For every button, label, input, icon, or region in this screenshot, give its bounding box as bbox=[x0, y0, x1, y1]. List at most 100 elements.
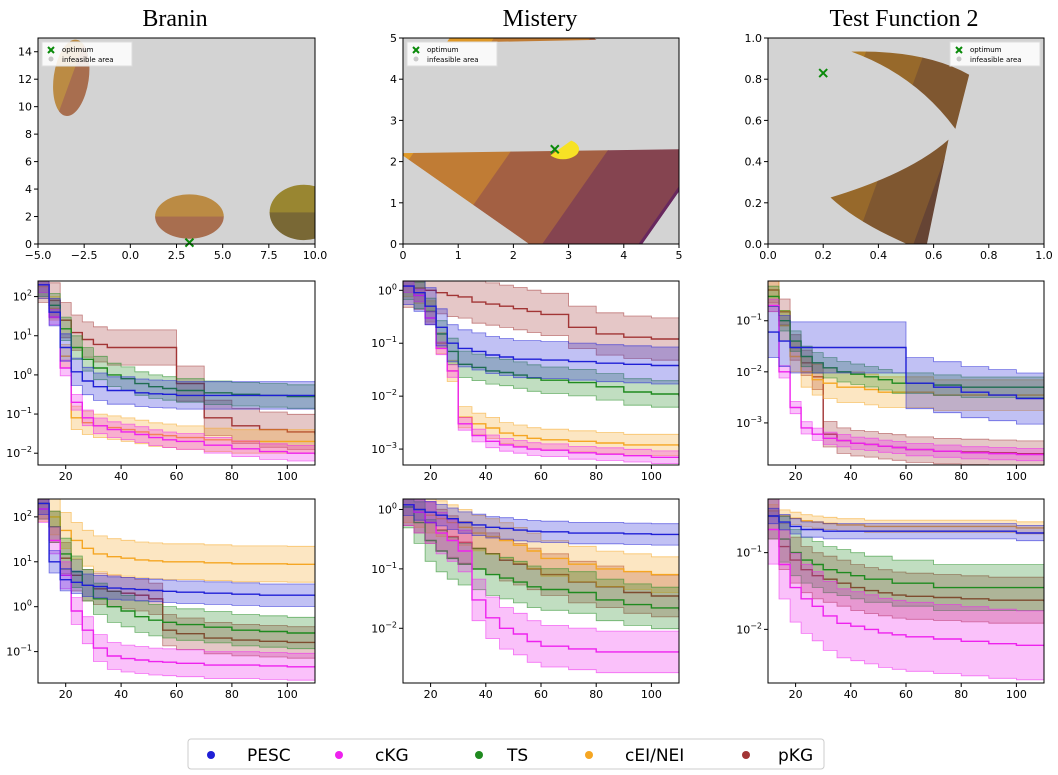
legend-marker-pkg bbox=[742, 751, 750, 759]
series-line-cei-nei bbox=[38, 285, 315, 443]
y-tick-label: 8 bbox=[25, 128, 32, 141]
x-tick-label: −5.0 bbox=[25, 249, 52, 262]
convergence-panel-row2-col1: 20 40 60 80 100 10−2 10−1 100 101 102 bbox=[6, 280, 316, 483]
y-tick-label: 101 bbox=[13, 554, 32, 569]
y-tick-label: 0.0 bbox=[745, 238, 763, 251]
convergence-panel-row2-col2: 20 40 60 80 100 10−3 10−2 10−1 100 bbox=[371, 280, 680, 483]
y-tick-label: 1 bbox=[390, 197, 397, 210]
y-tick-label: 0 bbox=[390, 238, 397, 251]
x-tick-label: 10.0 bbox=[303, 249, 328, 262]
optimum-marker-stroke bbox=[550, 144, 560, 154]
y-tick-label: 100 bbox=[13, 367, 32, 382]
x-tick-label: 100 bbox=[277, 688, 298, 701]
map-legend-infeasible: infeasible area bbox=[427, 56, 479, 64]
map-panel-test-function-2: optimum infeasible area 0.0 0.2 0.4 0.6 0.8 1.0… bbox=[745, 32, 1053, 262]
column-titles: Branin Mistery Test Function 2 bbox=[142, 6, 978, 32]
y-tick-label: 4 bbox=[25, 183, 32, 196]
band-pesc bbox=[38, 499, 315, 608]
y-tick-label: 3 bbox=[390, 114, 397, 127]
band-ckg bbox=[768, 499, 1044, 681]
axes-frame bbox=[767, 37, 1045, 245]
band-ckg bbox=[768, 298, 1044, 462]
panels: optimum infeasible area −5.0 −2.5 0.0 2.5 5.0 7… bbox=[6, 32, 1053, 701]
x-tick-label: 20 bbox=[424, 688, 438, 701]
y-tick-label: 10−1 bbox=[371, 561, 397, 576]
optimum-marker-stroke bbox=[184, 237, 195, 248]
y-tick-label: 10−2 bbox=[736, 621, 762, 636]
y-tick-label: 100 bbox=[378, 501, 397, 516]
x-tick-label: 2 bbox=[510, 249, 517, 262]
y-tick-label: 100 bbox=[378, 282, 397, 297]
infeasible-legend-icon bbox=[413, 56, 419, 62]
y-tick-label: 101 bbox=[13, 328, 32, 343]
x-tick-label: 60 bbox=[170, 470, 184, 483]
x-tick-label: 0.0 bbox=[759, 249, 777, 262]
x-tick-label: 3 bbox=[565, 249, 572, 262]
optimum-marker bbox=[184, 237, 195, 248]
contour-band bbox=[269, 212, 315, 241]
series-line-pesc bbox=[768, 331, 1044, 400]
plot-series bbox=[768, 281, 1044, 465]
x-tick-label: 20 bbox=[59, 688, 73, 701]
x-tick-label: 80 bbox=[954, 470, 968, 483]
x-tick-label: 40 bbox=[844, 470, 858, 483]
y-tick-label: 10−3 bbox=[371, 441, 397, 456]
x-tick-label: 20 bbox=[789, 688, 803, 701]
plot-series bbox=[403, 281, 679, 465]
x-tick-label: 0.2 bbox=[814, 249, 832, 262]
legend-label-pkg: pKG bbox=[778, 746, 813, 766]
map-panel-branin: optimum infeasible area −5.0 −2.5 0.0 2.5 5.0 7… bbox=[18, 37, 328, 262]
x-tick-label: 20 bbox=[424, 470, 438, 483]
legend-label-cei-nei: cEI/NEI bbox=[625, 746, 684, 766]
x-tick-label: 4 bbox=[620, 249, 627, 262]
y-tick-label: 10 bbox=[18, 101, 32, 114]
x-tick-label: 0.0 bbox=[122, 249, 140, 262]
column-title-test-function-2: Test Function 2 bbox=[830, 6, 979, 32]
y-tick-label: 14 bbox=[18, 46, 32, 59]
x-tick-label: 40 bbox=[844, 688, 858, 701]
optimum-legend-icon-stroke bbox=[47, 46, 55, 54]
contour-bands bbox=[269, 184, 315, 241]
x-tick-label: 5.0 bbox=[214, 249, 232, 262]
map-legend-optimum: optimum bbox=[62, 46, 94, 54]
convergence-panel-row3-col3: 20 40 60 80 100 10−2 10−1 bbox=[736, 498, 1045, 701]
legend: PESC cKG TS cEI/NEI pKG bbox=[187, 738, 825, 770]
x-tick-label: 40 bbox=[114, 688, 128, 701]
y-tick-label: 0.8 bbox=[745, 73, 763, 86]
x-tick-label: 80 bbox=[225, 688, 239, 701]
x-tick-label: 40 bbox=[114, 470, 128, 483]
x-tick-label: 0.4 bbox=[870, 249, 888, 262]
contour-band bbox=[431, 38, 679, 244]
x-tick-label: 60 bbox=[534, 688, 548, 701]
y-tick-label: 10−1 bbox=[371, 335, 397, 350]
legend-marker-pesc bbox=[207, 751, 215, 759]
legend-label-pesc: PESC bbox=[247, 746, 291, 766]
series-line-cei-nei bbox=[38, 502, 315, 565]
contour-band bbox=[269, 184, 315, 214]
x-tick-label: 60 bbox=[534, 470, 548, 483]
legend-label-ts: TS bbox=[506, 746, 528, 766]
x-tick-label: 1.0 bbox=[1035, 249, 1053, 262]
series-line-ckg bbox=[768, 528, 1044, 647]
x-tick-label: 80 bbox=[225, 470, 239, 483]
y-tick-label: 10−1 bbox=[736, 313, 762, 328]
map-legend-frame bbox=[41, 41, 133, 67]
y-tick-label: 102 bbox=[13, 509, 32, 524]
x-tick-label: 20 bbox=[59, 470, 73, 483]
band-ckg bbox=[403, 281, 679, 465]
series-line-pesc bbox=[38, 284, 315, 397]
series-line-pesc bbox=[403, 504, 679, 536]
y-tick-label: 10−3 bbox=[736, 415, 762, 430]
x-tick-label: 100 bbox=[1006, 688, 1027, 701]
x-tick-label: 1 bbox=[455, 249, 462, 262]
contour-bands bbox=[48, 38, 94, 119]
contour-band bbox=[48, 38, 94, 119]
series-line-pesc bbox=[38, 502, 315, 597]
feasible-region bbox=[48, 38, 315, 241]
y-tick-label: 0.2 bbox=[745, 197, 763, 210]
band-ts bbox=[38, 499, 315, 650]
y-tick-label: 0.6 bbox=[745, 114, 763, 127]
x-tick-label: 100 bbox=[277, 470, 298, 483]
contour-band bbox=[155, 194, 224, 218]
x-tick-label: 7.5 bbox=[260, 249, 278, 262]
